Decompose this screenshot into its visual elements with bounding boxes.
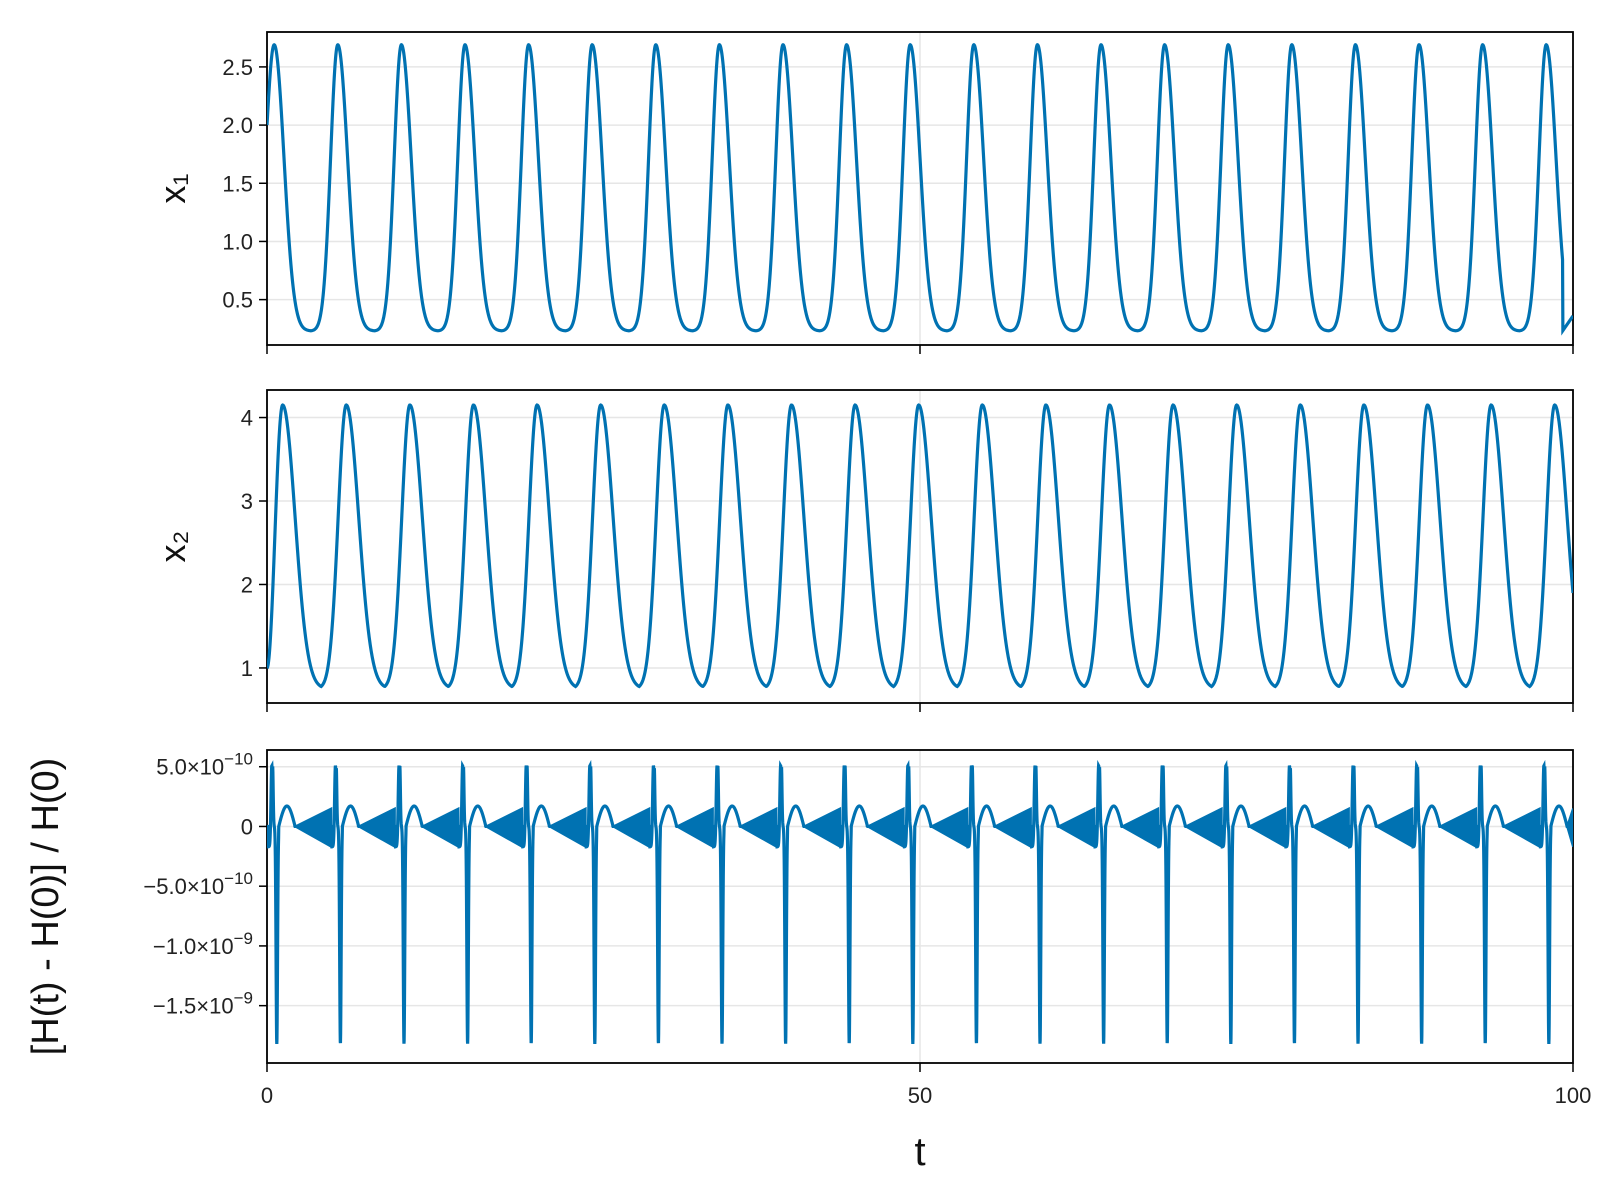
series-line bbox=[267, 403, 1573, 689]
oscillation-band bbox=[674, 806, 714, 849]
y-tick-label: 1.0 bbox=[222, 229, 253, 254]
oscillation-band bbox=[1437, 806, 1478, 849]
oscillation-band bbox=[1501, 806, 1541, 849]
oscillation-band bbox=[356, 806, 396, 849]
oscillation-band bbox=[865, 806, 905, 849]
oscillation-band bbox=[1246, 806, 1287, 849]
x-tick-label: 0 bbox=[261, 1083, 273, 1108]
oscillation-band bbox=[292, 806, 333, 849]
y-tick-label: 0 bbox=[241, 814, 253, 839]
y-tick-label: 3 bbox=[241, 489, 253, 514]
y-axis-label: x₂ bbox=[152, 531, 193, 563]
oscillation-band bbox=[420, 806, 460, 849]
series-path bbox=[267, 403, 1573, 689]
y-tick-label: 5.0×10−10 bbox=[156, 750, 253, 780]
series-line bbox=[267, 759, 1573, 1044]
x-tick-label: 50 bbox=[908, 1083, 932, 1108]
oscillation-band bbox=[738, 806, 778, 849]
series-path bbox=[267, 759, 1573, 1044]
y-tick-label: −1.0×10−9 bbox=[153, 929, 253, 959]
oscillation-band bbox=[1310, 806, 1350, 849]
oscillation-band bbox=[547, 806, 587, 849]
y-tick-label: −1.5×10−9 bbox=[153, 989, 253, 1019]
oscillation-band bbox=[483, 806, 524, 849]
panel-x1: 0.5 1.0 1.5 2.0 2.5 x₁ bbox=[152, 31, 1574, 354]
series-path bbox=[267, 42, 1573, 336]
oscillation-band bbox=[610, 806, 651, 849]
oscillation-band bbox=[928, 806, 969, 849]
y-tick-label: 2.5 bbox=[222, 55, 253, 80]
oscillation-band bbox=[1183, 806, 1223, 849]
y-tick-label: 2 bbox=[241, 572, 253, 597]
panel-x2: 1 2 3 4 x₂ bbox=[152, 389, 1574, 712]
panel-energy-error: 5.0×10−10 0 −5.0×10−10 −1.0×10−9 −1.5×10−9 0 5… bbox=[25, 749, 1592, 1108]
y-axis-label: x₁ bbox=[152, 173, 193, 203]
y-tick-label: 1 bbox=[241, 656, 253, 681]
series-line bbox=[267, 42, 1573, 336]
y-tick-label: −5.0×10−10 bbox=[143, 869, 253, 899]
oscillation-band bbox=[1566, 808, 1573, 848]
oscillation-band bbox=[992, 806, 1032, 849]
oscillation-band bbox=[801, 806, 842, 849]
oscillation-band bbox=[1056, 806, 1096, 849]
x-axis-label: t bbox=[914, 1130, 925, 1174]
y-tick-label: 0.5 bbox=[222, 288, 253, 313]
y-tick-label: 1.5 bbox=[222, 171, 253, 196]
y-tick-label: 2.0 bbox=[222, 113, 253, 138]
y-axis-label: [H(t) - H(0)] / H(0) bbox=[25, 758, 67, 1056]
oscillation-band bbox=[1374, 806, 1414, 849]
y-tick-label: 4 bbox=[241, 406, 253, 431]
x-tick-label: 100 bbox=[1555, 1083, 1592, 1108]
oscillation-band bbox=[1119, 806, 1160, 849]
